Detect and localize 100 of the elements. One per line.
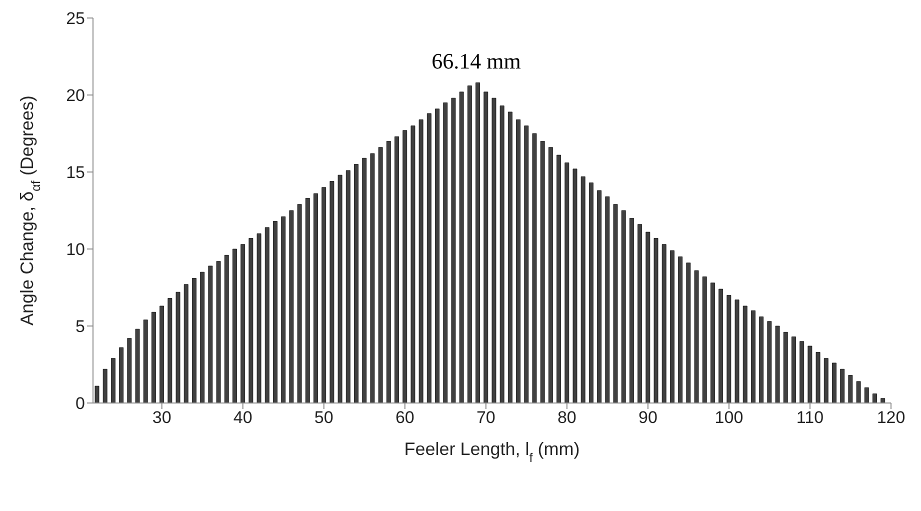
bar — [354, 164, 358, 403]
bar — [492, 98, 496, 403]
bar — [824, 358, 828, 403]
x-tick-label: 30 — [152, 408, 172, 428]
bar — [605, 196, 610, 403]
bar — [143, 320, 148, 403]
y-tick-label: 25 — [66, 9, 85, 28]
bar — [346, 170, 350, 403]
x-tick-label: 120 — [876, 408, 906, 428]
bar — [394, 136, 399, 403]
bar — [322, 187, 326, 403]
bar — [168, 298, 172, 403]
bar — [256, 233, 262, 403]
bar — [378, 147, 383, 403]
bar — [370, 153, 375, 403]
y-tick-label: 5 — [76, 317, 85, 336]
bar — [654, 238, 658, 403]
x-tick-label: 110 — [796, 408, 824, 428]
bar — [135, 328, 140, 403]
x-tick-label: 70 — [476, 408, 496, 428]
y-tick-label: 10 — [66, 240, 85, 260]
bar — [759, 316, 764, 403]
bar — [402, 130, 408, 403]
bar — [800, 341, 804, 403]
bar — [783, 332, 788, 403]
bar — [330, 181, 334, 403]
bar — [305, 198, 310, 403]
bar — [767, 321, 772, 403]
annotation: 66.14 mm — [432, 48, 521, 74]
bar — [678, 256, 683, 403]
x-axis-title: Feeler Length, l$_{f}$ (mm) — [404, 439, 580, 465]
bar — [548, 147, 553, 403]
bar — [508, 112, 512, 403]
bar — [224, 254, 229, 403]
bar — [840, 368, 845, 403]
bar — [751, 310, 756, 403]
bar — [808, 346, 812, 403]
bar — [248, 238, 254, 403]
bar — [451, 98, 456, 403]
bar — [718, 288, 724, 403]
bar — [184, 284, 188, 403]
bar — [638, 224, 642, 403]
bar — [418, 119, 424, 403]
bar — [646, 232, 650, 403]
bar — [556, 154, 561, 403]
bar — [848, 375, 853, 403]
bar — [119, 347, 124, 403]
bar — [816, 352, 820, 403]
bar — [742, 306, 748, 403]
bar — [281, 216, 286, 403]
bar — [362, 158, 367, 403]
y-tick-label: 15 — [66, 163, 85, 182]
bar — [102, 368, 108, 403]
bar — [516, 119, 520, 403]
bar — [588, 182, 594, 403]
bar — [200, 272, 205, 403]
bar — [702, 276, 707, 403]
bar — [240, 244, 246, 403]
bar — [613, 204, 618, 403]
bar — [476, 82, 480, 403]
x-tick-label: 100 — [714, 408, 744, 428]
bar — [232, 248, 237, 403]
bar — [160, 306, 164, 403]
bar — [127, 338, 132, 403]
bar — [273, 221, 278, 403]
bar — [111, 358, 116, 403]
bar — [426, 113, 432, 403]
bar — [289, 210, 294, 403]
bar — [564, 162, 570, 403]
bar — [864, 387, 869, 403]
bar — [686, 262, 691, 403]
bar — [580, 176, 586, 403]
bar — [670, 250, 674, 403]
bar — [314, 193, 318, 403]
bar — [264, 227, 270, 403]
bar — [710, 282, 715, 403]
bar — [726, 295, 732, 403]
bar — [500, 106, 504, 403]
x-tick-label: 40 — [233, 408, 252, 428]
bar — [94, 386, 100, 403]
bar — [572, 168, 578, 403]
bar — [467, 86, 472, 403]
bar — [297, 204, 302, 403]
bar — [856, 381, 861, 403]
bar — [540, 141, 545, 403]
bar — [338, 174, 342, 403]
bar — [832, 362, 836, 403]
y-tick-label: 20 — [66, 86, 85, 106]
x-tick-label: 50 — [314, 408, 334, 428]
bar — [484, 92, 488, 403]
bar — [410, 126, 416, 403]
bar — [880, 398, 886, 403]
bar — [597, 190, 602, 403]
x-tick-label: 80 — [557, 408, 576, 428]
bar — [386, 141, 391, 403]
bar — [694, 270, 699, 403]
bar — [775, 326, 780, 403]
bar — [662, 244, 666, 403]
bar — [192, 278, 196, 403]
bar — [216, 261, 221, 403]
